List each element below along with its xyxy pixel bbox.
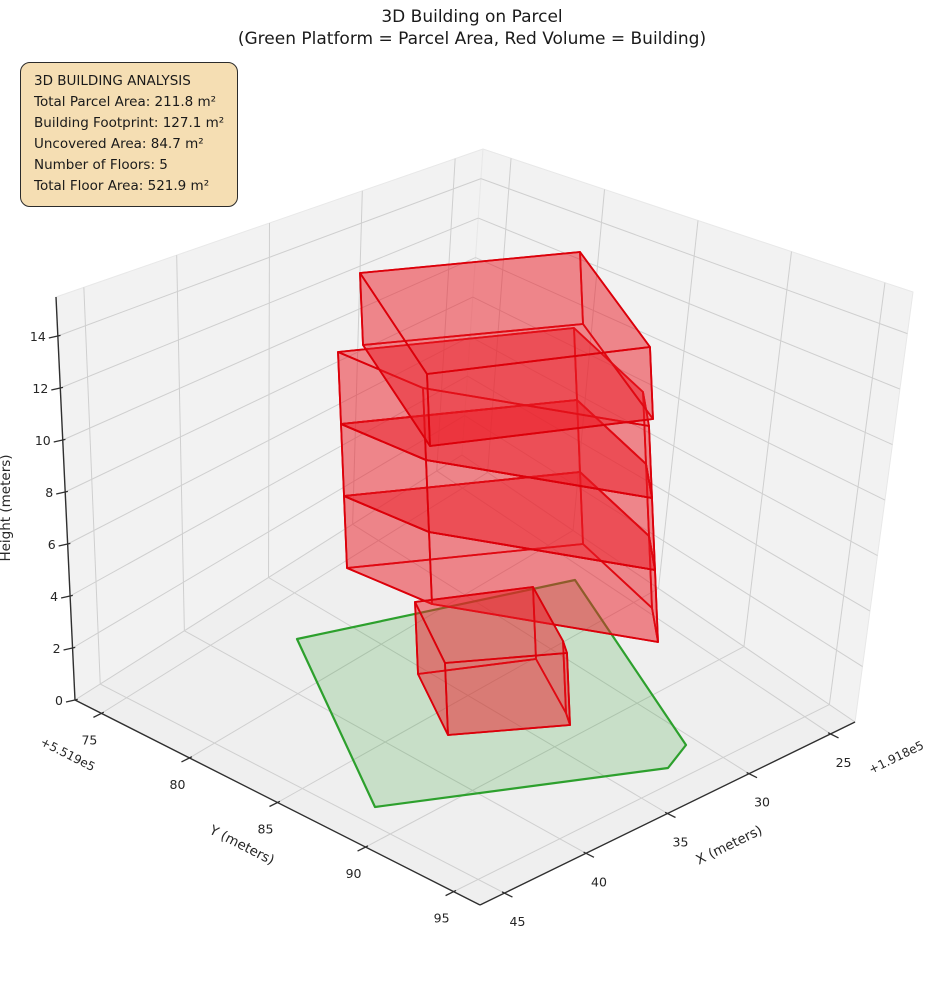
- gridline-x-wall: [83, 287, 101, 685]
- x-tick-mark: [583, 851, 595, 858]
- x-tick-label: 45: [510, 914, 526, 929]
- z-tick-label: 8: [45, 485, 53, 500]
- gridline-z-right: [469, 336, 878, 556]
- gridline-z-right: [480, 178, 908, 335]
- gridline-y-wall: [572, 189, 606, 531]
- gridline-z-left: [67, 336, 471, 545]
- z-tick-label: 0: [55, 693, 63, 708]
- x-axis-label: X (meters): [694, 822, 765, 868]
- gridline-y-wall: [743, 251, 792, 647]
- y-tick-mark: [357, 845, 369, 852]
- gridline-z-left: [74, 454, 463, 701]
- gridline-y-floor: [453, 704, 830, 893]
- gridline-y-floor: [189, 530, 574, 759]
- floor-5-top-face: [359, 251, 651, 375]
- gridline-y-wall: [487, 158, 512, 473]
- y-tick-mark: [269, 800, 281, 808]
- floor-1-top-face: [414, 586, 568, 664]
- y-tick-mark: [93, 711, 105, 718]
- gridline-z-left: [64, 296, 474, 493]
- gridline-z-right: [478, 217, 901, 390]
- info-box-line-3: Building Footprint: 127.1 m²: [34, 115, 225, 131]
- gridline-x-wall: [352, 190, 363, 525]
- z-tick-label: 2: [53, 641, 61, 656]
- x-tick-mark: [664, 811, 676, 819]
- gridline-y-floor: [277, 588, 659, 803]
- info-box-line-6: Total Floor Area: 521.9 m²: [34, 178, 210, 194]
- gridline-z-left: [69, 375, 468, 597]
- y-tick-label: 80: [170, 777, 186, 792]
- info-box-line-5: Number of Floors: 5: [34, 157, 168, 173]
- parcel-polygon: [295, 578, 688, 809]
- z-tick-mark: [53, 438, 66, 443]
- x-tick-mark: [827, 732, 839, 739]
- info-box-line-4: Uncovered Area: 84.7 m²: [34, 136, 204, 152]
- z-tick-mark: [48, 334, 61, 339]
- gridline-x-wall: [436, 158, 456, 472]
- title-line-1: 3D Building on Parcel: [381, 7, 563, 27]
- z-axis-label: Height (meters): [0, 454, 14, 561]
- x-tick-label: 25: [836, 755, 852, 770]
- gridline-z-left: [60, 217, 479, 389]
- floor-1-side-face: [444, 652, 571, 736]
- info-box-line-1: 3D BUILDING ANALYSIS: [34, 73, 191, 89]
- z-tick-mark: [60, 594, 73, 599]
- gridline-z-right: [467, 375, 871, 612]
- gridline-y-wall: [828, 282, 886, 705]
- z-tick-mark: [56, 490, 69, 495]
- gridline-z-left: [62, 257, 476, 441]
- title-line-2: (Green Platform = Parcel Area, Red Volum…: [237, 29, 707, 49]
- x-tick-mark: [746, 771, 758, 779]
- z-tick-label: 10: [35, 433, 51, 448]
- gridline-x-wall: [176, 255, 185, 631]
- z-tick-mark: [63, 646, 76, 651]
- analysis-info-box: 3D BUILDING ANALYSIS Total Parcel Area: 2…: [20, 62, 239, 207]
- y-tick-label: 85: [258, 822, 274, 837]
- z-tick-mark: [51, 386, 64, 391]
- gridline-z-right: [464, 415, 863, 667]
- axis-spine-z: [55, 296, 76, 701]
- z-tick-mark: [58, 542, 71, 547]
- z-tick-label: 12: [32, 381, 48, 396]
- gridline-y-floor: [365, 646, 745, 848]
- gridline-y-wall: [658, 220, 699, 589]
- y-tick-mark: [445, 889, 457, 897]
- y-tick-label: 95: [434, 911, 450, 926]
- gridline-z-left: [72, 415, 465, 649]
- gridline-z-left: [57, 178, 482, 337]
- y-tick-label: 75: [81, 732, 97, 747]
- x-tick-mark: [501, 891, 513, 898]
- x-axis-offset-text: +1.918e5: [866, 738, 926, 777]
- gridline-z-right: [461, 454, 856, 723]
- z-tick-label: 6: [48, 537, 56, 552]
- info-box-line-2: Total Parcel Area: 211.8 m²: [34, 94, 217, 110]
- gridline-y-floor: [101, 471, 488, 714]
- z-tick-mark: [65, 698, 78, 703]
- x-tick-label: 35: [673, 835, 689, 850]
- x-tick-label: 30: [754, 795, 770, 810]
- z-tick-label: 14: [30, 329, 46, 344]
- gridline-z-right: [475, 257, 893, 446]
- z-tick-label: 4: [50, 589, 58, 604]
- y-tick-mark: [181, 756, 193, 763]
- y-tick-label: 90: [346, 866, 362, 881]
- gridline-x-wall: [268, 222, 270, 578]
- plot-title: 3D Building on Parcel (Green Platform = …: [0, 6, 944, 50]
- x-tick-label: 40: [591, 874, 607, 889]
